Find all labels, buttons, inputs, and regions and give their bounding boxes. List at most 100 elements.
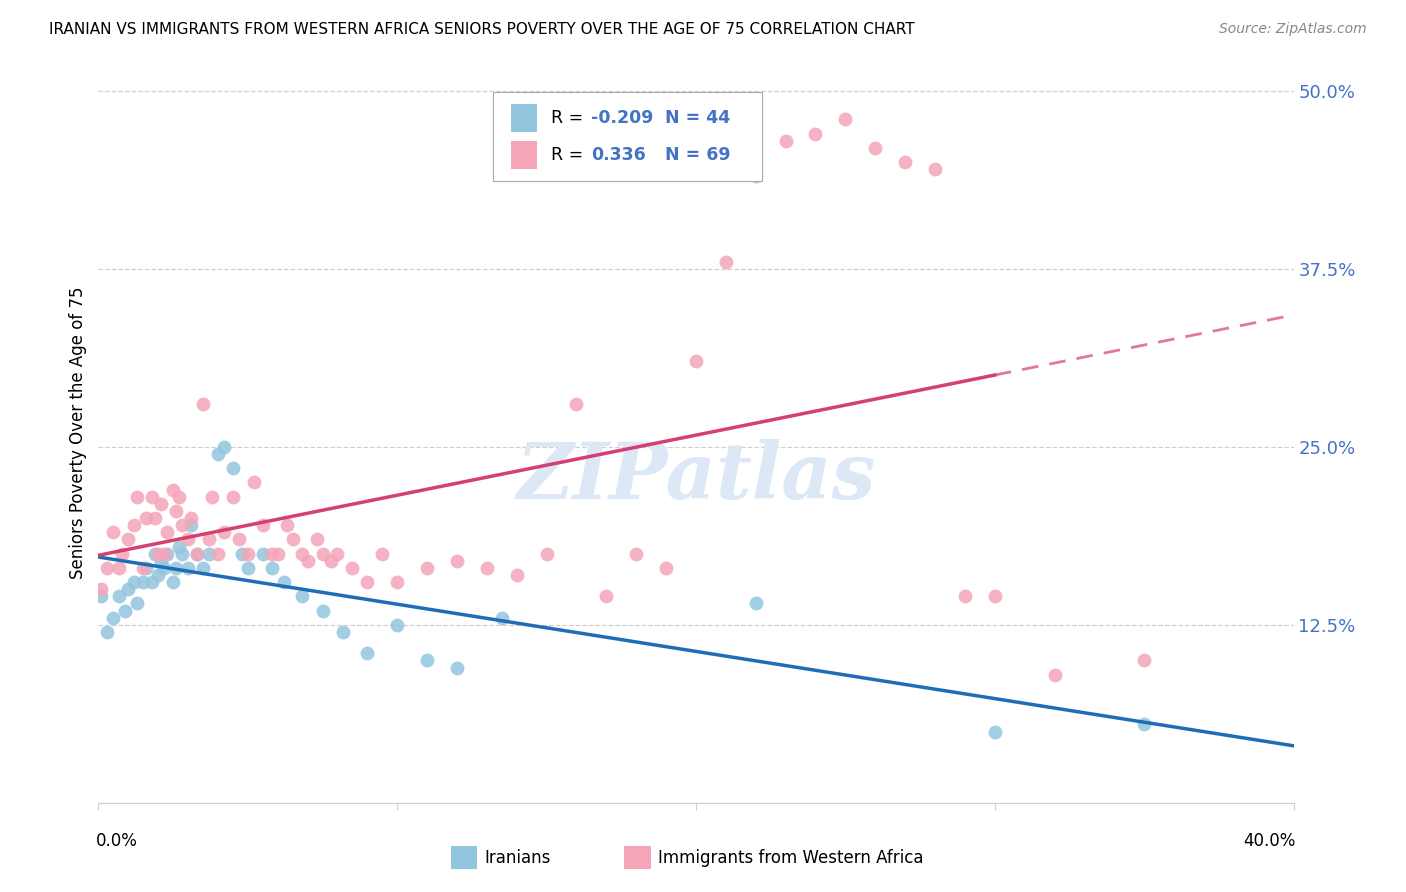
Point (127, 597, 149, 611)
Point (491, 610, 513, 624)
Point (162, 575, 184, 590)
Point (565, 397, 588, 411)
Text: N = 44: N = 44 (652, 109, 730, 127)
Point (385, 617, 409, 632)
Y-axis label: Seniors Poverty Over the Age of 75: Seniors Poverty Over the Age of 75 (69, 286, 87, 579)
Point (111, 547, 134, 561)
Point (273, 575, 295, 590)
Text: 0.0%: 0.0% (96, 832, 138, 850)
Point (416, 653, 439, 667)
Point (198, 533, 221, 547)
Point (141, 575, 163, 590)
Point (108, 590, 131, 604)
Point (297, 554, 319, 568)
Point (90, 590, 112, 604)
Point (291, 547, 314, 561)
Point (984, 590, 1007, 604)
Text: IRANIAN VS IMMIGRANTS FROM WESTERN AFRICA SENIORS POVERTY OVER THE AGE OF 75 COR: IRANIAN VS IMMIGRANTS FROM WESTERN AFRIC… (49, 22, 915, 37)
Point (865, 141, 887, 155)
Point (685, 354, 707, 368)
Point (291, 590, 314, 604)
Point (207, 547, 229, 561)
Point (804, 127, 827, 141)
Point (132, 561, 155, 575)
Point (332, 624, 354, 639)
Point (167, 490, 190, 504)
Point (103, 525, 125, 540)
Point (252, 518, 274, 533)
FancyBboxPatch shape (494, 92, 762, 181)
Point (150, 497, 173, 511)
Point (260, 561, 283, 575)
Point (326, 547, 349, 561)
Bar (451, 846, 477, 870)
Point (536, 547, 558, 561)
Point (356, 646, 378, 660)
Point (143, 547, 166, 561)
Point (165, 561, 187, 575)
Point (172, 547, 194, 561)
Point (172, 518, 194, 533)
Point (267, 547, 290, 561)
Point (108, 561, 131, 575)
Point (186, 547, 208, 561)
Point (1133, 653, 1156, 667)
Point (236, 561, 259, 575)
Point (148, 568, 170, 582)
Point (953, 590, 976, 604)
Point (416, 561, 439, 575)
Point (231, 547, 253, 561)
Point (281, 533, 304, 547)
Point (356, 575, 378, 590)
Point (228, 533, 250, 547)
Point (222, 490, 245, 504)
Point (305, 533, 328, 547)
Text: Immigrants from Western Africa: Immigrants from Western Africa (658, 848, 924, 867)
Point (475, 561, 498, 575)
Point (153, 561, 176, 575)
Bar (624, 846, 651, 870)
Point (236, 547, 259, 561)
Point (148, 547, 170, 561)
Point (984, 724, 1007, 739)
Text: -0.209: -0.209 (591, 109, 654, 127)
Point (626, 547, 648, 561)
Point (745, 597, 768, 611)
Point (156, 547, 179, 561)
Text: N = 69: N = 69 (652, 146, 731, 164)
Point (446, 660, 468, 674)
Point (446, 554, 468, 568)
Point (153, 547, 176, 561)
Text: Iranians: Iranians (485, 848, 551, 867)
Point (775, 134, 797, 148)
Point (595, 590, 617, 604)
Text: R =: R = (551, 146, 595, 164)
Point (180, 518, 202, 533)
Point (371, 547, 394, 561)
Text: Source: ZipAtlas.com: Source: ZipAtlas.com (1219, 22, 1367, 37)
Point (243, 475, 266, 490)
Point (177, 561, 200, 575)
Point (212, 525, 235, 540)
Point (260, 547, 283, 561)
Point (191, 397, 214, 411)
Point (162, 483, 184, 497)
Point (135, 511, 157, 525)
Point (191, 561, 214, 575)
Point (141, 490, 163, 504)
Point (165, 504, 187, 518)
Point (207, 447, 229, 461)
Point (385, 575, 409, 590)
Point (132, 575, 155, 590)
Point (103, 610, 125, 624)
Point (894, 155, 917, 169)
Point (135, 561, 157, 575)
Point (167, 540, 190, 554)
Bar (510, 103, 537, 132)
Point (1133, 717, 1156, 731)
Point (143, 511, 166, 525)
Point (342, 561, 364, 575)
Point (156, 525, 179, 540)
Bar (510, 141, 537, 169)
Point (276, 518, 298, 533)
